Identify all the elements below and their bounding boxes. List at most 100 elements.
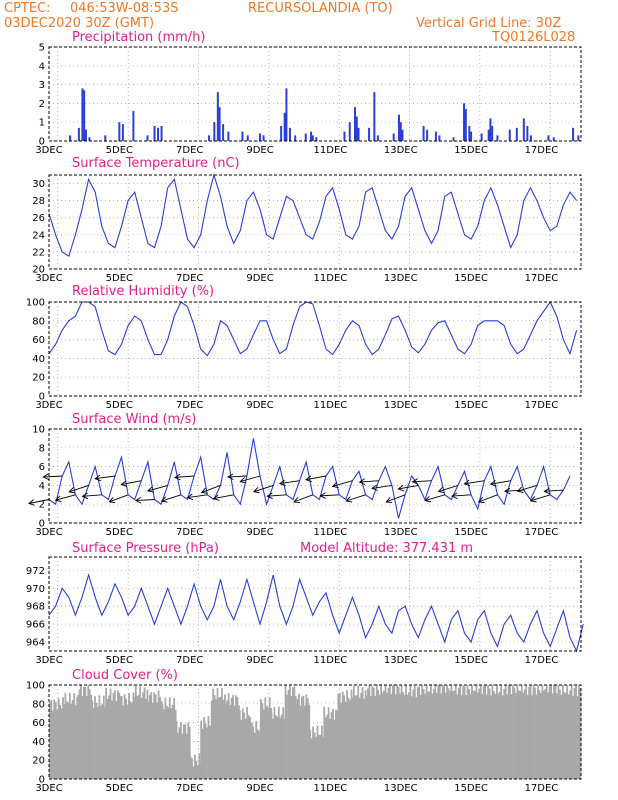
cloud-bar [246, 707, 249, 779]
y-tick-label: 100 [26, 298, 45, 309]
cloud-bar [296, 699, 299, 779]
wind-arrow-head [411, 478, 419, 485]
cloud-bar [547, 692, 550, 779]
precip-bar [208, 135, 211, 141]
header-location: RECURSOLANDIA (TO) [248, 1, 393, 16]
cloud-bar [488, 688, 491, 779]
cloud-bar [551, 693, 554, 779]
y-tick-label: 0 [39, 392, 45, 403]
precip-bar [376, 135, 379, 141]
cloud-bar [459, 685, 462, 779]
cloud-bar [125, 698, 127, 779]
precip-bar [399, 122, 402, 141]
cloud-bar [434, 685, 437, 779]
cloud-bar [468, 688, 470, 779]
cloud-bar [466, 685, 469, 779]
cloud-bar [360, 692, 363, 779]
precip-bar [392, 133, 395, 141]
cloud-bar [329, 719, 331, 779]
wind-arrow-shaft [43, 475, 63, 478]
wind-arrow-head [529, 496, 537, 503]
cloud-bar [178, 727, 181, 779]
precip-bar [468, 125, 471, 141]
cloud-bar [402, 692, 404, 779]
precip-bar [213, 122, 216, 141]
cloud-bar [195, 760, 198, 779]
cloud-bar [68, 692, 71, 779]
cloud-bar [531, 695, 533, 779]
wind-arrow-head [147, 486, 154, 493]
wind-arrow-shaft [187, 494, 208, 499]
cloud-bar [115, 700, 118, 779]
cloud-bar [209, 725, 211, 779]
precip-bar [160, 125, 163, 141]
x-tick-label: 11DEC [314, 145, 348, 156]
precip-bar [572, 127, 575, 141]
cloud-bar [265, 705, 268, 779]
precip-bar [480, 133, 483, 141]
cloud-bar [544, 688, 547, 779]
cloud-bar [167, 707, 170, 779]
wind-arrow-head [489, 480, 497, 487]
cloud-bar [384, 685, 387, 779]
cloud-bar [444, 692, 447, 779]
title-temperature: Surface Temperature (nC) [72, 156, 240, 171]
wind-arrow-head [331, 481, 339, 489]
cloud-bar [238, 710, 241, 779]
x-tick-label: 11DEC [314, 527, 348, 538]
cloud-bar [63, 704, 65, 779]
cloud-bar [309, 729, 312, 779]
cloud-bar [194, 754, 196, 779]
cloud-bar [95, 702, 98, 779]
y-tick-label: 60 [32, 718, 45, 729]
wind-arrow-head [503, 487, 511, 495]
cloud-bar [523, 689, 526, 779]
title-wind: Surface Wind (m/s) [72, 412, 196, 427]
x-tick-label: 17DEC [525, 783, 559, 794]
x-tick-label: 13DEC [384, 527, 418, 538]
x-tick-label: 11DEC [314, 783, 348, 794]
cloud-bar [66, 701, 68, 779]
cloud-bar [207, 716, 210, 779]
wind-arrow-head [54, 495, 62, 503]
y-tick-label: 40 [32, 737, 45, 748]
cloud-bar [361, 687, 364, 779]
cloud-bar [358, 697, 361, 779]
cloud-bar [298, 693, 300, 779]
cloud-bar [56, 709, 59, 779]
cloud-bar [450, 685, 453, 779]
cloud-bar [133, 697, 136, 779]
precip-bar [69, 135, 72, 141]
cloud-bar [289, 685, 291, 779]
cloud-bar [200, 720, 203, 779]
precip-bar [280, 125, 283, 141]
cloud-bar [151, 702, 154, 779]
precip-bar [153, 125, 156, 141]
cloud-bar [534, 687, 536, 779]
cloud-bar [295, 704, 297, 779]
panel-6: 0 20 40 60 80 100 3DEC 5DEC 7DEC 9DEC 11DEC 13DEC 15… [26, 681, 582, 794]
x-tick-label: 9DEC [246, 400, 273, 411]
cloud-bar [164, 697, 167, 779]
wind-arrow-head [239, 477, 247, 484]
cloud-bar [387, 688, 390, 779]
cloud-bar [126, 704, 129, 779]
panel-frame [48, 556, 582, 652]
cloud-bar [578, 685, 580, 779]
series-line [48, 172, 578, 258]
precip-bar [368, 127, 371, 141]
cloud-bar [224, 703, 227, 779]
panel-4: 0 2 4 6 8 10 3DEC 5DEC 7DEC 9DEC 11DEC 13DEC 15DEC 17… [28, 425, 582, 538]
cloud-bar [506, 694, 509, 779]
wind-arrow-shaft [227, 475, 247, 478]
cloud-bar [306, 698, 309, 779]
precip-bar [357, 127, 360, 141]
precip-bar [470, 131, 473, 141]
cloud-bar [579, 688, 582, 779]
x-tick-label: 11DEC [314, 273, 348, 284]
cloud-bar [106, 698, 109, 779]
x-tick-label: 17DEC [525, 145, 559, 156]
precip-bar [489, 118, 492, 141]
cloud-bar [60, 708, 63, 779]
cloud-bar [539, 693, 542, 779]
